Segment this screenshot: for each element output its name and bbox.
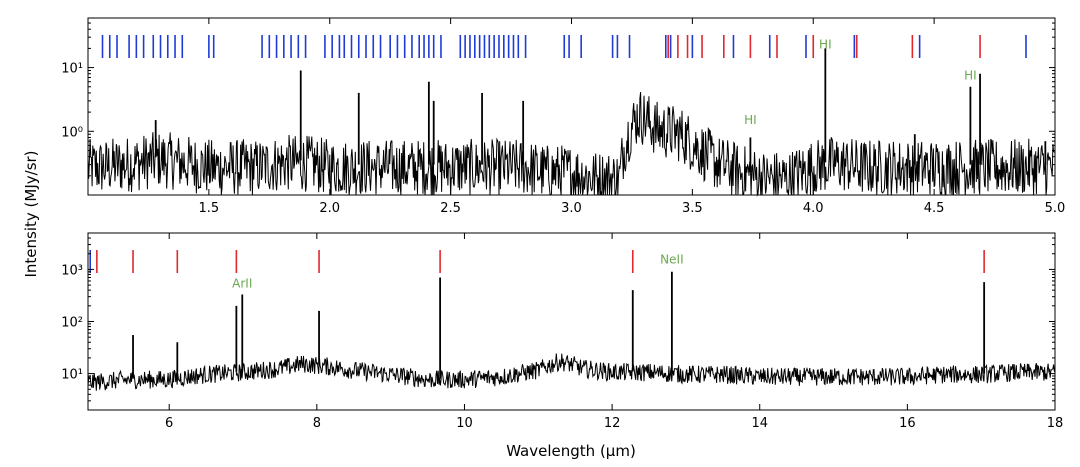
line-annotation: HI xyxy=(744,113,757,127)
line-annotation: HI xyxy=(964,68,977,82)
x-tick-label: 10 xyxy=(456,416,473,431)
bottom-y-ticks: 10¹ 10² 10³ xyxy=(61,232,1055,411)
x-tick-label: 4.0 xyxy=(803,201,824,216)
x-tick-label: 18 xyxy=(1047,416,1064,431)
top-y-ticks: 10⁰ 10¹ xyxy=(61,17,1055,177)
spectrum-line xyxy=(87,353,1056,391)
bottom-annotations: ArII NeII xyxy=(232,252,683,290)
x-tick-label: 1.5 xyxy=(199,201,220,216)
top-spectrum-layer xyxy=(87,48,1056,197)
top-line-markers xyxy=(101,35,1027,58)
line-annotation: HI xyxy=(819,37,832,51)
x-tick-label: 6 xyxy=(165,416,173,431)
x-tick-label: 14 xyxy=(751,416,768,431)
top-panel: HI HI HI 1.5 2.0 2.5 3.0 3.5 4.0 4.5 5.0 10⁰ 10¹ xyxy=(61,17,1066,216)
line-annotation: NeII xyxy=(660,252,683,266)
y-tick-label: 10¹ xyxy=(61,368,83,383)
x-tick-label: 3.5 xyxy=(682,201,703,216)
x-tick-label: 12 xyxy=(604,416,621,431)
line-annotation: ArII xyxy=(232,276,252,290)
x-tick-label: 5.0 xyxy=(1045,201,1066,216)
y-tick-label: 10⁰ xyxy=(61,125,83,140)
y-axis-label: Intensity (MJy/sr) xyxy=(22,150,40,277)
x-tick-label: 3.0 xyxy=(561,201,582,216)
bottom-x-ticks: 6 8 10 12 14 16 18 xyxy=(165,233,1063,431)
y-tick-label: 10¹ xyxy=(61,62,83,77)
x-tick-label: 2.0 xyxy=(319,201,340,216)
x-tick-label: 8 xyxy=(313,416,321,431)
bottom-spectrum-layer xyxy=(87,271,1056,391)
bottom-panel: ArII NeII 6 8 10 12 14 16 18 10¹ 10² 10³ xyxy=(61,232,1063,431)
x-tick-label: 4.5 xyxy=(924,201,945,216)
x-tick-label: 2.5 xyxy=(440,201,461,216)
y-tick-label: 10² xyxy=(61,316,83,331)
x-axis-label: Wavelength (μm) xyxy=(506,442,636,460)
y-tick-label: 10³ xyxy=(61,263,83,278)
x-tick-label: 16 xyxy=(899,416,916,431)
top-x-ticks: 1.5 2.0 2.5 3.0 3.5 4.0 4.5 5.0 xyxy=(199,18,1066,216)
top-annotations: HI HI HI xyxy=(744,37,977,127)
